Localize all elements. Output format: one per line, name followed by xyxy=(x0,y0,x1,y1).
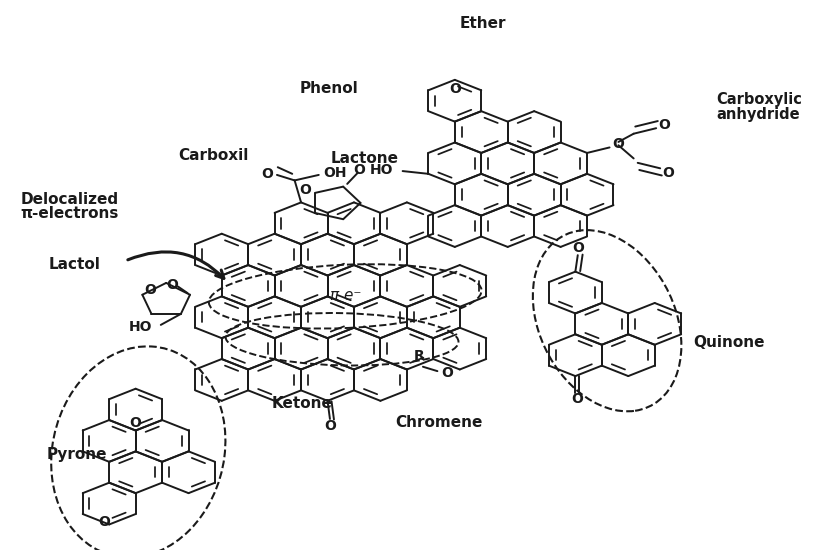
Text: O: O xyxy=(663,166,674,180)
Text: O: O xyxy=(144,283,156,298)
Text: O: O xyxy=(572,241,584,255)
Text: O: O xyxy=(441,366,453,380)
Text: HO: HO xyxy=(370,163,393,177)
Text: O: O xyxy=(167,278,178,292)
Text: Ketone: Ketone xyxy=(272,396,333,410)
Text: O: O xyxy=(300,183,311,197)
Text: Pyrone: Pyrone xyxy=(47,447,108,462)
Text: Carboxylic: Carboxylic xyxy=(716,92,802,107)
Text: O: O xyxy=(449,82,461,96)
Text: π-electrons: π-electrons xyxy=(21,207,119,222)
Text: Phenol: Phenol xyxy=(299,81,358,96)
Text: HO: HO xyxy=(129,320,153,334)
Text: OH: OH xyxy=(323,166,346,180)
Text: Ether: Ether xyxy=(460,17,507,31)
Text: Delocalized: Delocalized xyxy=(21,192,119,207)
Text: Carboxil: Carboxil xyxy=(178,148,249,163)
Text: O: O xyxy=(130,415,141,430)
Text: O: O xyxy=(98,515,110,529)
Text: R: R xyxy=(414,349,424,363)
Text: π e⁻: π e⁻ xyxy=(329,288,361,303)
Text: Chromene: Chromene xyxy=(395,415,483,430)
Text: O: O xyxy=(571,392,583,406)
Text: O: O xyxy=(658,118,670,132)
Text: O: O xyxy=(353,163,365,177)
Text: anhydride: anhydride xyxy=(716,107,800,122)
Text: O: O xyxy=(324,419,336,433)
Text: O: O xyxy=(612,137,624,151)
Text: Lactone: Lactone xyxy=(331,152,399,166)
Text: Lactol: Lactol xyxy=(49,257,101,272)
Text: O: O xyxy=(261,167,273,181)
Text: Quinone: Quinone xyxy=(694,335,765,350)
